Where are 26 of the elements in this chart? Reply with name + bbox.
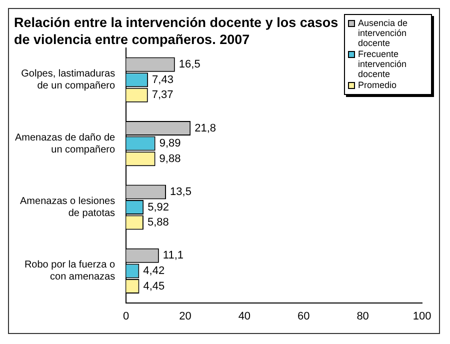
x-tick-label: 0 [123, 310, 130, 322]
x-tick-label: 40 [238, 310, 251, 322]
y-tick-label: Amenazas o lesiones de patotas [20, 196, 116, 219]
y-tick-label: Robo por la fuerza o con amenazas [24, 260, 116, 283]
x-tick-label: 20 [179, 310, 192, 322]
legend-label: Promedio [358, 80, 397, 90]
data-label: 9,88 [159, 152, 181, 165]
data-label: 7,37 [152, 89, 174, 102]
y-tick-label: Golpes, lastimaduras de un compañero [21, 68, 116, 92]
data-label: 11,1 [162, 250, 184, 262]
data-label: 7,43 [152, 74, 174, 86]
x-tick-label: 60 [298, 310, 310, 322]
x-tick-label: 100 [412, 310, 432, 322]
data-label: 16,5 [178, 58, 200, 71]
data-label: 13,5 [170, 186, 192, 198]
legend-label: Frecuente intervención docente [358, 49, 408, 79]
data-label: 4,42 [143, 264, 165, 277]
data-label: 21,8 [194, 122, 216, 134]
y-tick-label: Amenazas de daño de un compañero [14, 132, 116, 156]
data-label: 5,92 [148, 201, 170, 214]
x-tick-label: 80 [356, 310, 369, 322]
legend-label: Ausencia de intervención docente [358, 18, 409, 48]
data-label: 9,89 [159, 138, 181, 150]
data-label: 4,45 [143, 280, 165, 292]
data-label: 5,88 [147, 216, 169, 229]
chart-title: Relación entre la intervención docente y los casos de violencia entre compañeros. 2007 [14, 14, 340, 48]
